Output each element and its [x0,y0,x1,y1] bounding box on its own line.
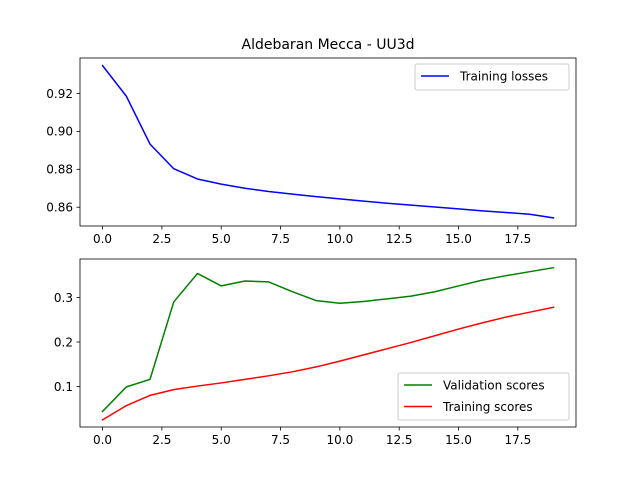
legend-label: Training losses [459,69,548,83]
axes-frame-1 [79,258,577,428]
legend-label: Validation scores [443,378,545,392]
series-line-0-0 [101,64,555,219]
x-tick-label: 0.0 [93,232,112,246]
y-tick-label: 0.1 [54,380,73,394]
y-tick-label: 0.2 [54,335,73,349]
top-axes: 0.0 2.5 5.0 7.5 10.0 12.5 15.0 17.5 0.86 0.88 0.90… [46,57,577,246]
y-tick-label: 0.3 [54,291,73,305]
x-tick-label: 7.5 [271,433,290,447]
y-tick-label: 0.92 [46,87,73,101]
x-tick-label: 17.5 [504,232,531,246]
y-tick-label: 0.88 [46,163,73,177]
legend-label: Training scores [442,400,533,414]
x-tick-label: 17.5 [504,433,531,447]
y-tick-label: 0.90 [46,125,73,139]
bottom-axes: 0.0 2.5 5.0 7.5 10.0 12.5 15.0 17.5 0.1 0.2 0.3 Val… [54,258,577,447]
x-tick-label: 12.5 [386,232,413,246]
x-tick-label: 15.0 [445,232,472,246]
chart-title: Aldebaran Mecca - UU3d [242,37,415,53]
x-tick-label: 12.5 [386,433,413,447]
legend-box-0 [414,63,570,91]
x-tick-label: 5.0 [212,232,231,246]
x-tick-label: 15.0 [445,433,472,447]
x-tick-label: 10.0 [327,232,354,246]
axes-frame-0 [79,57,577,227]
x-tick-label: 2.5 [152,232,171,246]
x-tick-label: 10.0 [327,433,354,447]
x-tick-label: 5.0 [212,433,231,447]
x-tick-label: 7.5 [271,232,290,246]
x-tick-label: 0.0 [93,433,112,447]
x-tick-label: 2.5 [152,433,171,447]
legend-box-1 [397,372,570,421]
series-line-1-1 [101,306,555,421]
series-line-1-0 [101,266,555,413]
y-tick-label: 0.86 [46,201,73,215]
